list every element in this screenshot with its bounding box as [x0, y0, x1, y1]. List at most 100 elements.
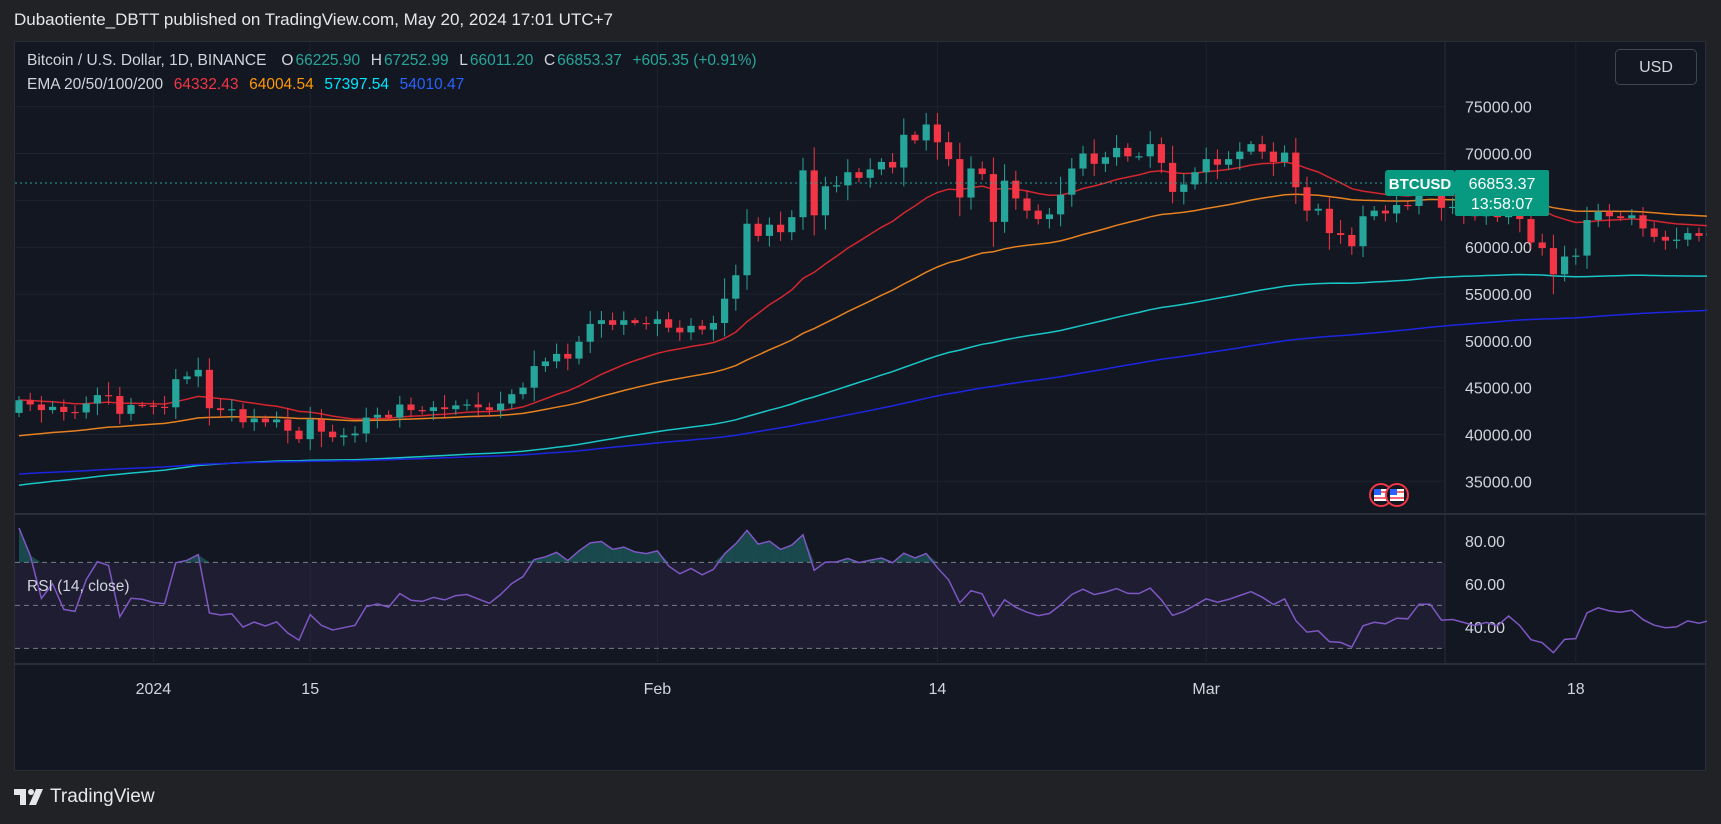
rsi-overbought-fill: [758, 541, 770, 563]
rsi-title[interactable]: RSI (14, close): [27, 578, 130, 595]
candle: [855, 172, 863, 178]
candle: [429, 407, 437, 412]
candle: [1157, 144, 1165, 163]
candle: [1079, 153, 1087, 169]
candle: [877, 161, 885, 170]
price-tag-bg: [1455, 169, 1549, 216]
x-tick-label: Mar: [1192, 681, 1220, 698]
candle: [1695, 233, 1703, 236]
tradingview-brand: TradingView: [50, 786, 155, 807]
us-flag-event-icon: [1369, 483, 1409, 507]
candle: [1281, 152, 1289, 162]
candle: [1068, 168, 1076, 195]
candle: [1314, 208, 1322, 211]
rsi-overbought-fill: [713, 553, 725, 563]
candle: [1135, 156, 1143, 158]
candle: [1191, 172, 1199, 185]
candle: [945, 142, 953, 160]
open-label: O: [281, 52, 294, 69]
candle: [1023, 198, 1031, 211]
ema200-value: 54010.47: [399, 76, 465, 93]
candle: [799, 170, 807, 218]
change-value: +605.35 (+0.91%): [632, 52, 757, 69]
candle: [441, 407, 449, 410]
candle: [620, 320, 628, 325]
price-tick-label: 75000.00: [1465, 100, 1532, 117]
countdown-value: 13:58:07: [1471, 196, 1533, 213]
candle: [586, 323, 594, 342]
tradingview-logo[interactable]: TradingView: [14, 786, 155, 808]
candle: [1325, 208, 1333, 234]
price-tick-label: 60000.00: [1465, 240, 1532, 257]
candle: [1370, 210, 1378, 217]
candle: [866, 169, 874, 178]
rsi-tick-label: 60.00: [1465, 577, 1505, 594]
ema50-line: [18, 193, 1707, 437]
candle: [989, 174, 997, 222]
candle: [93, 395, 101, 404]
open-value: 66225.90: [295, 52, 361, 69]
candle: [250, 418, 258, 423]
rsi-overbought-fill: [635, 551, 647, 563]
ema-title[interactable]: EMA 20/50/100/200: [27, 76, 164, 93]
candle: [15, 400, 23, 413]
candle: [105, 395, 113, 397]
rsi-overbought-fill: [523, 559, 535, 563]
candle: [385, 414, 393, 418]
rsi-overbought-fill: [903, 553, 915, 563]
candle: [1247, 144, 1255, 152]
candle: [1225, 159, 1233, 165]
candle: [1236, 151, 1244, 160]
x-tick-label: Feb: [644, 681, 672, 698]
rsi-overbought-fill: [601, 541, 613, 563]
rsi-overbought-fill: [780, 545, 792, 563]
candle: [1673, 239, 1681, 241]
chart-canvas[interactable]: 202415Feb14Mar18Apr15May1475000.0070000.…: [15, 42, 1707, 772]
candle: [340, 435, 348, 438]
publisher-header: Dubaotiente_DBTT published on TradingVie…: [14, 10, 613, 29]
candle: [329, 431, 337, 438]
x-tick-label: 14: [929, 681, 947, 698]
legend-symbol[interactable]: Bitcoin / U.S. Dollar, 1D, BINANCE: [27, 52, 267, 69]
candle: [1628, 215, 1636, 219]
chart-frame[interactable]: 202415Feb14Mar18Apr15May1475000.0070000.…: [14, 41, 1707, 772]
rsi-overbought-fill: [30, 555, 42, 563]
candle: [261, 418, 269, 423]
candle: [194, 369, 202, 377]
candle: [1045, 214, 1053, 220]
candle: [463, 404, 471, 406]
legend-ohlc: Bitcoin / U.S. Dollar, 1D, BINANCE O 6622…: [27, 52, 759, 70]
candle: [1303, 187, 1311, 211]
candle: [418, 410, 426, 412]
candle: [1180, 184, 1188, 192]
candle: [295, 430, 303, 440]
candle: [765, 224, 773, 236]
candle: [1359, 216, 1367, 247]
rsi-line: [18, 527, 1707, 654]
candle: [709, 323, 717, 330]
candle: [1684, 233, 1692, 240]
candle: [239, 409, 247, 423]
currency-button[interactable]: USD: [1615, 49, 1697, 85]
candle: [1572, 255, 1580, 257]
candle: [564, 353, 572, 359]
candle: [1527, 219, 1535, 243]
candle: [82, 403, 90, 413]
rsi-overbought-fill: [791, 534, 803, 563]
candle: [1001, 180, 1009, 222]
ema20-value: 64332.43: [173, 76, 239, 93]
candle: [71, 411, 79, 414]
candle: [754, 223, 762, 236]
close-value: 66853.37: [557, 52, 622, 69]
candle: [1594, 211, 1602, 220]
candle: [273, 419, 281, 423]
symbol-tag-bg: [1385, 169, 1455, 196]
close-label: C: [543, 52, 556, 69]
candle: [1113, 147, 1121, 158]
candle: [833, 185, 841, 187]
candle: [933, 124, 941, 143]
candle: [127, 404, 135, 414]
candle: [497, 403, 505, 411]
ema100-line: [18, 273, 1707, 486]
candle: [631, 320, 639, 324]
